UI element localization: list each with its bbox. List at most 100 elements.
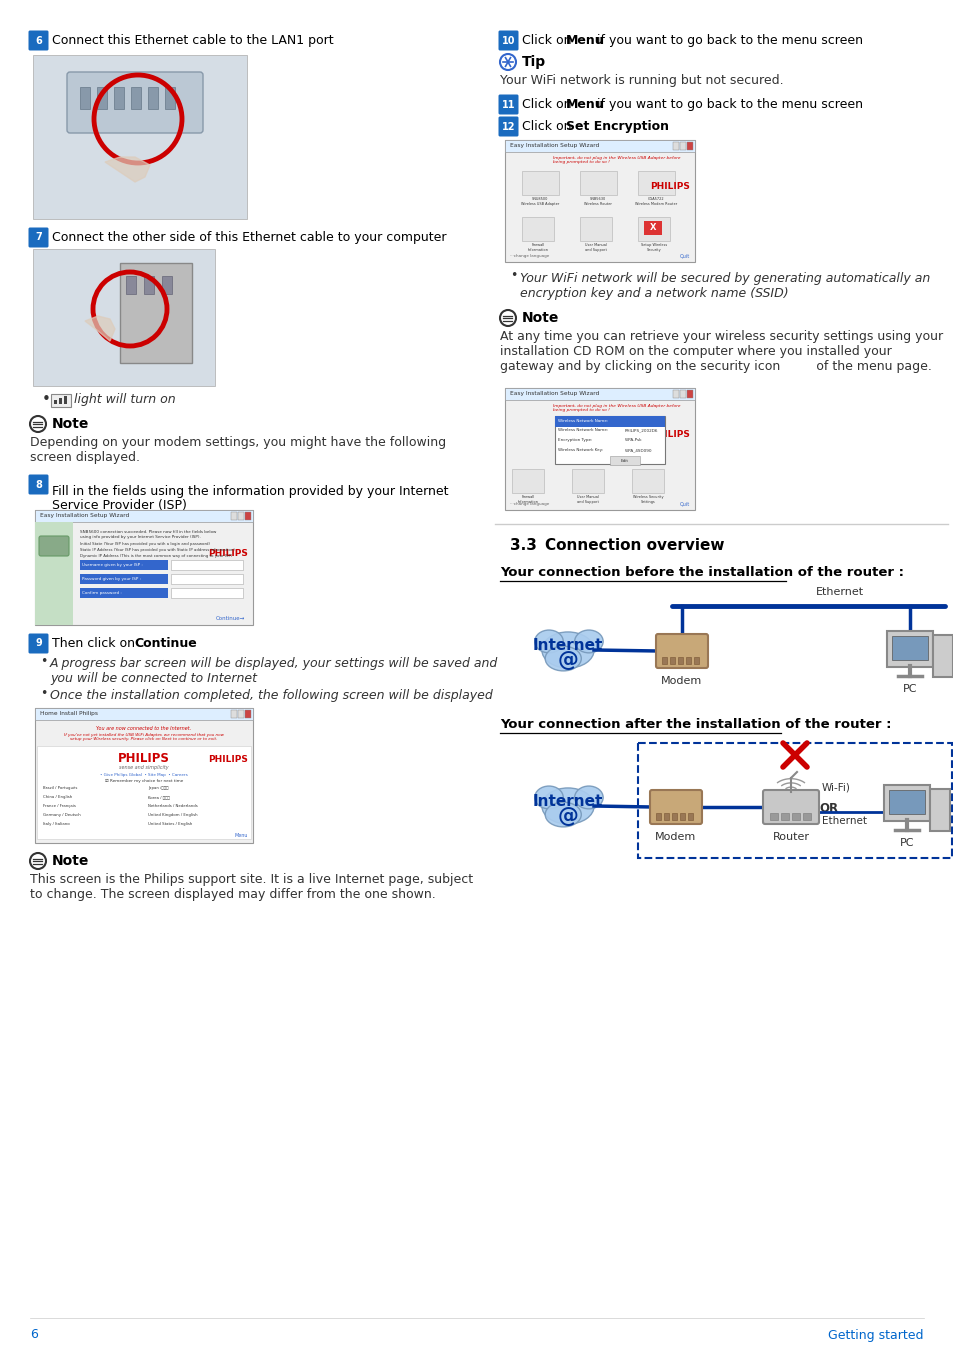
Bar (686, 390, 692, 399)
FancyBboxPatch shape (97, 86, 107, 109)
Text: Click on: Click on (521, 34, 575, 47)
Text: Ethernet: Ethernet (815, 586, 863, 597)
Text: 8: 8 (35, 480, 42, 489)
Text: Note: Note (521, 311, 558, 326)
FancyBboxPatch shape (126, 276, 136, 295)
Text: PHILIPS: PHILIPS (649, 430, 689, 439)
Text: PHILIPS: PHILIPS (208, 550, 248, 558)
Ellipse shape (535, 786, 562, 809)
FancyBboxPatch shape (33, 249, 214, 386)
Ellipse shape (535, 630, 562, 653)
FancyBboxPatch shape (64, 396, 67, 404)
Text: X: X (649, 223, 656, 232)
Text: 7: 7 (35, 232, 42, 242)
Text: Wireless Network Name:: Wireless Network Name: (558, 420, 608, 423)
Ellipse shape (544, 802, 580, 827)
Ellipse shape (541, 632, 594, 667)
Text: Once the installation completed, the following screen will be displayed: Once the installation completed, the fol… (50, 689, 493, 703)
FancyBboxPatch shape (679, 813, 684, 820)
FancyBboxPatch shape (883, 785, 929, 821)
Text: At any time you can retrieve your wireless security settings using your
installa: At any time you can retrieve your wirele… (499, 330, 943, 373)
Bar (245, 512, 251, 520)
FancyBboxPatch shape (33, 55, 247, 219)
FancyBboxPatch shape (498, 31, 518, 50)
Ellipse shape (574, 786, 602, 809)
FancyBboxPatch shape (678, 657, 682, 663)
FancyBboxPatch shape (888, 790, 924, 815)
Text: Router: Router (772, 832, 809, 842)
Text: France / Français: France / Français (43, 804, 76, 808)
Text: Depending on your modem settings, you might have the following
screen displayed.: Depending on your modem settings, you mi… (30, 436, 446, 463)
FancyBboxPatch shape (148, 86, 158, 109)
Text: United States / English: United States / English (148, 821, 193, 825)
FancyBboxPatch shape (54, 400, 57, 404)
Text: 6: 6 (30, 1328, 38, 1342)
Text: Important, do not plug in the Wireless USB Adapter before
being prompted to do s: Important, do not plug in the Wireless U… (553, 155, 679, 165)
Bar (679, 142, 685, 150)
FancyBboxPatch shape (638, 218, 669, 240)
FancyBboxPatch shape (80, 561, 168, 570)
FancyBboxPatch shape (504, 141, 695, 262)
FancyBboxPatch shape (609, 457, 639, 465)
Text: Connect the other side of this Ethernet cable to your computer: Connect the other side of this Ethernet … (52, 231, 446, 245)
Text: 3.3: 3.3 (510, 538, 537, 553)
Text: Menu: Menu (234, 834, 248, 838)
FancyBboxPatch shape (131, 86, 141, 109)
Text: Continue: Continue (133, 638, 196, 650)
FancyBboxPatch shape (555, 416, 664, 463)
FancyBboxPatch shape (693, 657, 699, 663)
Text: Netherlands / Nederlands: Netherlands / Nederlands (148, 804, 197, 808)
Text: Dynamic IP Address (This is the most common way of connecting to your ISP): Dynamic IP Address (This is the most com… (80, 554, 233, 558)
FancyBboxPatch shape (504, 388, 695, 400)
Text: Quit: Quit (679, 501, 689, 507)
Text: sense and simplicity: sense and simplicity (119, 765, 169, 770)
Bar (679, 390, 685, 399)
FancyBboxPatch shape (498, 116, 518, 136)
Text: Ethernet: Ethernet (821, 816, 866, 825)
Text: Quit: Quit (679, 253, 689, 258)
FancyBboxPatch shape (51, 394, 71, 407)
Text: Internet: Internet (533, 638, 602, 653)
Text: light will turn on: light will turn on (74, 393, 175, 407)
Text: Your connection before the installation of the router :: Your connection before the installation … (499, 566, 903, 580)
FancyBboxPatch shape (29, 227, 49, 247)
Text: User Manual
and Support: User Manual and Support (584, 243, 606, 251)
Text: PHILIPS: PHILIPS (118, 751, 170, 765)
Text: Then click on: Then click on (52, 638, 139, 650)
Bar (686, 142, 692, 150)
FancyBboxPatch shape (80, 574, 168, 584)
Text: OR: OR (819, 802, 838, 816)
Text: Wireless Security
Settings: Wireless Security Settings (632, 494, 662, 504)
Text: Firewall
Information: Firewall Information (527, 243, 548, 251)
Text: CGA5722
Wireless Modem Router: CGA5722 Wireless Modem Router (635, 197, 677, 205)
FancyBboxPatch shape (80, 86, 90, 109)
FancyBboxPatch shape (39, 536, 69, 557)
FancyBboxPatch shape (649, 790, 701, 824)
Text: Note: Note (52, 417, 90, 431)
Text: Click on: Click on (521, 99, 575, 111)
Text: China / English: China / English (43, 794, 72, 798)
Text: Wireless Network Key:: Wireless Network Key: (558, 449, 602, 453)
Text: Encryption Type:: Encryption Type: (558, 438, 592, 442)
Bar (672, 390, 679, 399)
Polygon shape (85, 316, 115, 340)
FancyBboxPatch shape (171, 561, 243, 570)
Text: User Manual
and Support: User Manual and Support (577, 494, 598, 504)
Text: Home Install Philips: Home Install Philips (40, 712, 98, 716)
Text: PHILIPS_2002D6: PHILIPS_2002D6 (624, 428, 658, 432)
FancyBboxPatch shape (512, 469, 543, 493)
Text: Tip: Tip (521, 55, 545, 69)
Text: Important, do not plug in the Wireless USB Adapter before
being prompted to do s: Important, do not plug in the Wireless U… (553, 404, 679, 412)
Text: Italy / Italiano: Italy / Italiano (43, 821, 70, 825)
FancyBboxPatch shape (37, 746, 251, 839)
FancyBboxPatch shape (781, 813, 788, 820)
Text: Your WiFi network will be secured by generating automatically an
encryption key : Your WiFi network will be secured by gen… (519, 272, 929, 300)
FancyBboxPatch shape (671, 813, 677, 820)
Text: if you want to go back to the menu screen: if you want to go back to the menu scree… (597, 99, 862, 111)
Text: Password given by your ISP :: Password given by your ISP : (82, 577, 141, 581)
Text: Getting started: Getting started (827, 1328, 923, 1342)
FancyBboxPatch shape (638, 172, 675, 195)
Text: PC: PC (899, 838, 913, 848)
Text: Firewall
Information: Firewall Information (517, 494, 537, 504)
FancyBboxPatch shape (165, 86, 174, 109)
